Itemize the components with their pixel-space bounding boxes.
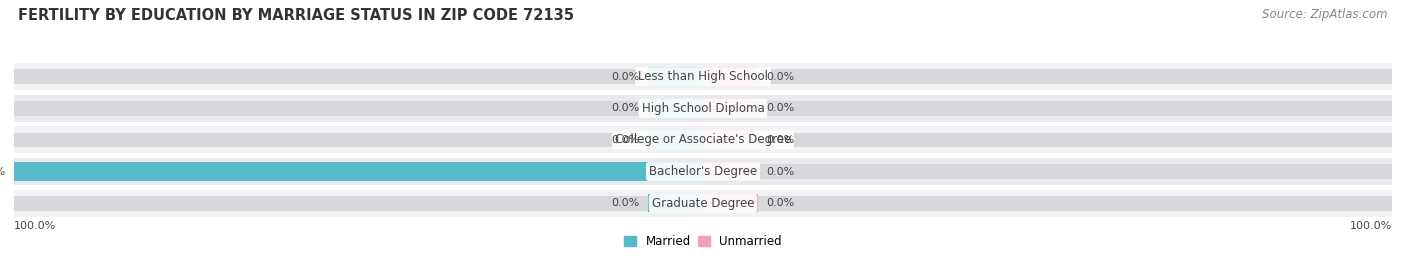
Text: 0.0%: 0.0% <box>766 198 794 208</box>
Bar <box>14 190 1392 217</box>
Bar <box>703 131 758 149</box>
Text: 100.0%: 100.0% <box>0 167 6 176</box>
Text: 0.0%: 0.0% <box>766 135 794 145</box>
Bar <box>14 133 703 147</box>
Text: 0.0%: 0.0% <box>766 167 794 176</box>
Bar <box>648 99 703 117</box>
Text: FERTILITY BY EDUCATION BY MARRIAGE STATUS IN ZIP CODE 72135: FERTILITY BY EDUCATION BY MARRIAGE STATU… <box>18 8 574 23</box>
Bar <box>703 99 758 117</box>
Legend: Married, Unmarried: Married, Unmarried <box>621 232 785 250</box>
Text: College or Associate's Degree: College or Associate's Degree <box>614 133 792 146</box>
Bar <box>703 164 1392 179</box>
Text: 0.0%: 0.0% <box>612 198 640 208</box>
Bar <box>14 95 1392 122</box>
Text: 0.0%: 0.0% <box>766 103 794 113</box>
Text: Less than High School: Less than High School <box>638 70 768 83</box>
Bar <box>648 194 703 212</box>
Text: 100.0%: 100.0% <box>1350 221 1392 231</box>
Bar <box>14 164 703 179</box>
Bar <box>648 131 703 149</box>
Bar <box>703 101 1392 116</box>
Text: Source: ZipAtlas.com: Source: ZipAtlas.com <box>1263 8 1388 21</box>
Text: 0.0%: 0.0% <box>766 72 794 82</box>
Text: Bachelor's Degree: Bachelor's Degree <box>650 165 756 178</box>
Bar <box>14 196 703 211</box>
Bar <box>14 69 703 84</box>
Text: 100.0%: 100.0% <box>14 221 56 231</box>
Bar <box>703 68 758 86</box>
Bar <box>703 196 1392 211</box>
Bar <box>703 133 1392 147</box>
Bar <box>14 101 703 116</box>
Text: 0.0%: 0.0% <box>612 72 640 82</box>
Bar <box>703 162 758 181</box>
Bar <box>703 194 758 212</box>
Text: 0.0%: 0.0% <box>612 103 640 113</box>
Bar <box>14 158 1392 185</box>
Text: Graduate Degree: Graduate Degree <box>652 197 754 210</box>
Text: High School Diploma: High School Diploma <box>641 102 765 115</box>
Bar <box>648 68 703 86</box>
Bar <box>703 69 1392 84</box>
Text: 0.0%: 0.0% <box>612 135 640 145</box>
Bar <box>14 63 1392 90</box>
Bar <box>14 162 703 181</box>
Bar <box>14 126 1392 153</box>
